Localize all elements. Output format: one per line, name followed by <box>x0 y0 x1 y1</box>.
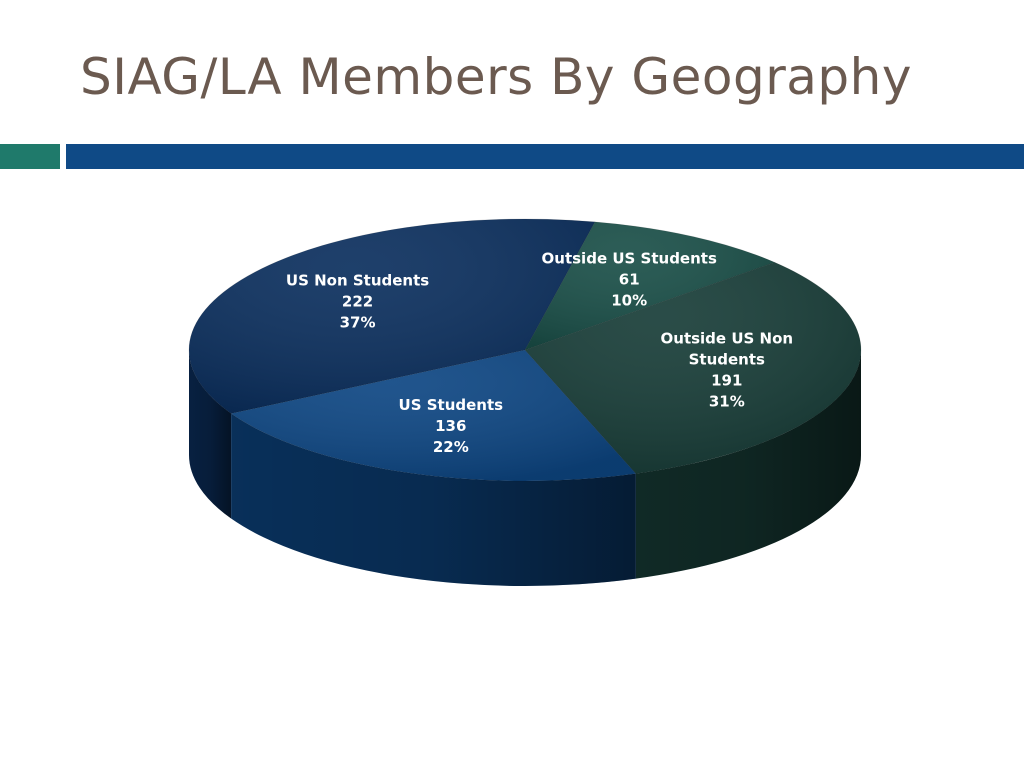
accent-bar-left <box>0 144 60 169</box>
slice-value-us-non-students: 222 <box>342 293 373 311</box>
slice-value-outside-us-students: 61 <box>619 271 640 289</box>
slice-percent-us-non-students: 37% <box>340 314 376 332</box>
slice-label-us-students: US Students <box>399 396 504 414</box>
pie-slice-gloss-us-students <box>231 350 636 482</box>
pie-side-shade-us-students <box>231 413 636 586</box>
pie-side-shade-outside-us-non-students <box>635 350 861 579</box>
pie-labels: US Non Students 222 37% Outside US Students… <box>286 250 793 456</box>
slice-label-us-non-students: US Non Students <box>286 272 429 290</box>
slice-percent-outside-us-students: 10% <box>611 292 647 310</box>
pie-tops <box>188 218 862 482</box>
slice-value-outside-us-non-students: 191 <box>711 372 742 390</box>
slice-label-outside-us-students: Outside US Students <box>542 250 717 268</box>
pie-side-shade-us-non-students <box>189 350 232 519</box>
pie-sides <box>189 350 861 586</box>
pie-slice-gloss-us-non-students <box>189 219 595 414</box>
slice-percent-us-students: 22% <box>433 438 469 456</box>
slice-value-us-students: 136 <box>435 417 466 435</box>
slice-label-outside-us-non-students: Outside US Non <box>661 330 794 348</box>
slice-label-outside-us-non-students: Students <box>689 351 765 369</box>
pie-slice-gloss-outside-us-students <box>525 221 775 350</box>
accent-bar-right <box>66 144 1024 169</box>
pie-slice-gloss-outside-us-non-students <box>525 262 862 474</box>
slide-title: SIAG/LA Members By Geography <box>80 48 912 106</box>
slice-percent-outside-us-non-students: 31% <box>709 393 745 411</box>
